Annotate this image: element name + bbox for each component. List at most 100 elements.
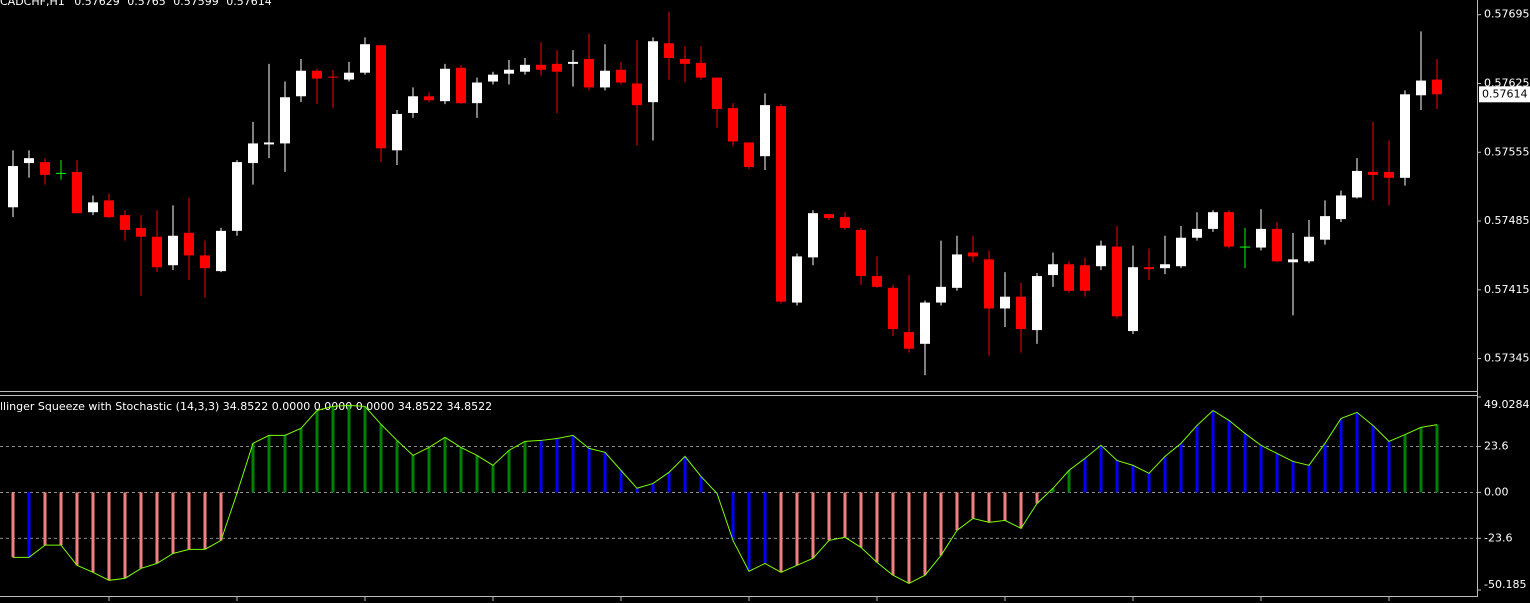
histogram-bar [699, 476, 703, 493]
candle-body [936, 286, 946, 303]
y-tick-label: 49.0284 [1484, 398, 1530, 411]
histogram-bar [251, 443, 255, 493]
histogram-bar [1067, 470, 1071, 493]
histogram-bar [731, 492, 735, 541]
candle-body [376, 45, 386, 149]
candle-body [1032, 276, 1042, 331]
candle-body [1384, 171, 1394, 178]
candle-body [1400, 94, 1410, 178]
histogram-bar [27, 492, 31, 558]
histogram-bar [363, 406, 367, 493]
candle-body [440, 68, 450, 102]
candle-body [120, 215, 130, 230]
histogram-bar [1243, 433, 1247, 493]
candle-body [584, 58, 594, 88]
histogram-bar [955, 492, 959, 531]
candle-body [1016, 296, 1026, 330]
candle-body [24, 158, 34, 164]
histogram-bar [43, 492, 47, 546]
candle-body [1256, 228, 1266, 248]
histogram-bar [107, 492, 111, 581]
histogram-bar [283, 435, 287, 493]
histogram-bar [667, 472, 671, 493]
histogram-bar [1163, 456, 1167, 493]
candle-body [344, 72, 354, 80]
candle-body [1112, 246, 1122, 317]
y-tick-label: 0.57695 [1484, 8, 1530, 21]
candle-body [888, 287, 898, 330]
histogram-bar [1019, 492, 1023, 529]
candle-body [536, 64, 546, 70]
histogram-bar [395, 440, 399, 493]
candle-body [712, 77, 722, 110]
histogram-bar [1435, 424, 1439, 493]
y-tick-label: 0.57415 [1484, 283, 1530, 296]
price-tag [1479, 86, 1530, 103]
candle-body [216, 230, 226, 272]
histogram-bar [1147, 473, 1151, 493]
histogram-bar [827, 492, 831, 541]
candle-body [520, 64, 530, 72]
candle-body [56, 172, 66, 174]
histogram-bar [1211, 410, 1215, 493]
candle-body [1000, 296, 1010, 309]
histogram-bar [651, 483, 655, 493]
histogram-bar [171, 492, 175, 554]
last-close: 0.57614 [226, 0, 272, 8]
histogram-bar [1259, 445, 1263, 493]
candle-body [1128, 267, 1138, 332]
candle-body [952, 254, 962, 288]
histogram-bar [155, 492, 159, 564]
candle-body [632, 83, 642, 106]
histogram-bar [811, 492, 815, 559]
histogram-bar [939, 492, 943, 556]
histogram-bar [587, 448, 591, 493]
histogram-bar [379, 424, 383, 493]
histogram-bar [1387, 441, 1391, 493]
candle-body [920, 302, 930, 344]
candle-body [1192, 228, 1202, 238]
candle-body [392, 113, 402, 151]
histogram-bar [123, 492, 127, 579]
candle-body [1096, 245, 1106, 267]
histogram-bar [91, 492, 95, 573]
candle-body [1064, 264, 1074, 291]
last-low: 0.57599 [173, 0, 219, 8]
histogram-bar [1115, 460, 1119, 493]
candle-body [1240, 246, 1250, 248]
histogram-bar [891, 492, 895, 576]
histogram-bar [875, 492, 879, 563]
y-tick-label: 0.00 [1484, 485, 1509, 498]
candle-body [168, 235, 178, 266]
candle-body [8, 166, 18, 208]
histogram-bar [507, 450, 511, 493]
candle-body [1432, 79, 1442, 95]
histogram-bar [619, 470, 623, 493]
candle-body [232, 162, 242, 231]
histogram-bar [11, 492, 15, 558]
histogram-bar [1131, 465, 1135, 493]
candle-body [1048, 264, 1058, 276]
histogram-bar [763, 492, 767, 564]
candle-body [1080, 265, 1090, 291]
candle-body [1304, 236, 1314, 262]
histogram-bar [475, 455, 479, 493]
histogram-bar [347, 405, 351, 493]
histogram-bar [779, 492, 783, 573]
histogram-bar [1291, 461, 1295, 493]
candle-body [856, 229, 866, 277]
candle-body [296, 70, 306, 97]
y-tick-label: -50.185 [1484, 578, 1526, 591]
y-tick-label: -23.6 [1484, 531, 1512, 544]
candle-body [248, 143, 258, 164]
histogram-bar [443, 437, 447, 493]
candle-body [1208, 212, 1218, 229]
candle-body [696, 62, 706, 78]
histogram-bar [1227, 420, 1231, 493]
candle-body [1160, 264, 1170, 269]
candle-body [760, 105, 770, 157]
histogram-bar [795, 492, 799, 566]
histogram-bar [1307, 465, 1311, 493]
candle-body [504, 69, 514, 74]
